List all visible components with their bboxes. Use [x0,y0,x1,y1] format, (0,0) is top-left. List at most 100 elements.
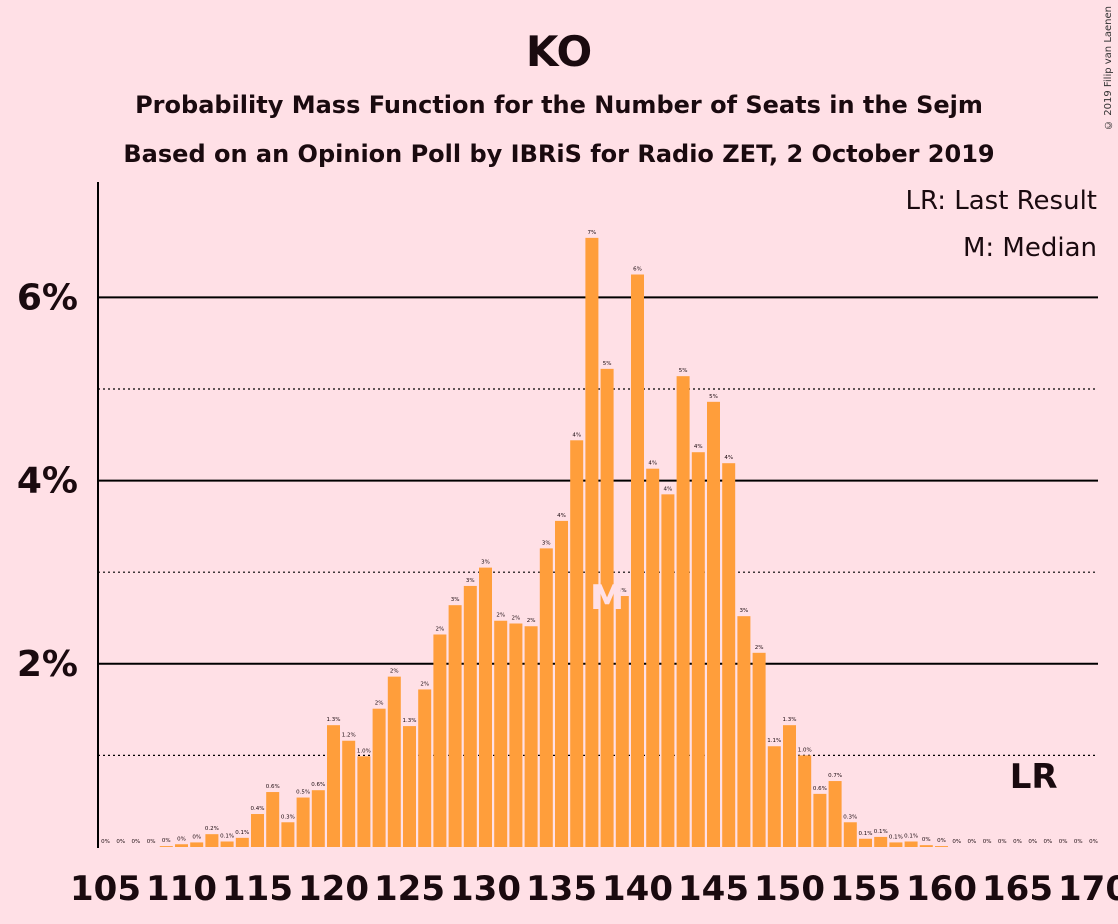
x-tick-label: 140 [602,869,673,909]
bar-label: 0% [968,839,977,845]
bar-label: 0.1% [220,834,234,840]
bar-label: 0.1% [889,834,903,840]
bar [494,620,508,847]
bar-label: 2% [375,701,384,707]
bar-label: 0% [1028,839,1037,845]
x-tick-label: 145 [678,869,749,909]
bar-label: 3% [481,560,490,566]
x-tick-label: 120 [298,869,369,909]
bar-label: 0% [132,839,141,845]
bar-label: 0% [1089,839,1098,845]
bar-label: 0% [192,834,201,840]
bar-label: 2% [755,645,764,651]
x-tick-label: 110 [146,869,217,909]
bar [403,726,416,847]
bar-label: 2% [436,626,445,632]
bar-label: 0% [922,837,931,843]
bar-label: 1.1% [767,738,781,744]
bar-label: 1.0% [798,747,812,753]
bar [919,845,933,847]
bar-label: 4% [648,461,657,467]
bar [646,468,660,847]
bar [676,376,690,847]
x-tick-label: 165 [982,869,1053,909]
chart-subtitle-2: Based on an Opinion Poll by IBRiS for Ra… [123,140,994,168]
bar [828,781,842,847]
bar [342,740,356,847]
bar-label: 0% [177,836,186,842]
bar [874,836,888,847]
bar-label: 0.6% [813,786,827,792]
chart-subtitle-1: Probability Mass Function for the Number… [135,91,983,119]
bar-label: 3% [542,540,551,546]
x-tick-label: 150 [754,869,825,909]
bar [357,756,371,847]
bar [798,755,812,847]
bar-label: 0.1% [904,834,918,840]
bar-label: 1.2% [342,733,356,739]
x-tick-label: 105 [70,869,141,909]
bar-label: 4% [664,486,673,492]
bar-label: 3% [451,597,460,603]
bar-label: 0% [983,839,992,845]
bar [783,725,796,847]
bar [843,822,857,847]
bar-label: 3% [618,588,627,594]
y-tick-labels: 2% 4% 6% [17,277,78,684]
x-tick-label: 135 [526,869,597,909]
last-result-marker: LR [1010,757,1058,797]
bar [479,567,492,847]
bar-label: 2% [527,618,536,624]
bar-label: 0% [1013,839,1022,845]
bar-label: 0% [147,839,156,845]
x-tick-label: 155 [830,869,901,909]
bar [767,746,781,847]
x-tick-label: 160 [906,869,977,909]
bar [281,822,295,847]
bar [889,842,903,847]
bar-label: 0.2% [205,826,219,832]
bar-label: 3% [466,578,475,584]
bar-label: 0% [101,839,110,845]
bar-label: 0.1% [235,830,249,836]
x-tick-label: 130 [450,869,521,909]
y-tick-label: 2% [17,644,78,685]
bar-label: 3% [740,608,749,614]
bar-label: 2% [512,615,521,621]
bar [296,797,310,847]
bar [448,605,462,847]
bar-label: 0% [998,839,1007,845]
legend-last-result: LR: Last Result [905,186,1097,216]
bars [159,237,948,848]
y-tick-label: 6% [17,277,78,318]
bar-label: 0.5% [296,790,310,796]
bar-label: 2% [496,613,505,619]
bar [585,237,599,848]
bar-label: 5% [679,368,688,374]
bar-label: 0.3% [843,814,857,820]
bar-label: 2% [420,681,429,687]
bar [707,401,720,847]
bar [904,841,918,847]
bar-label: 0.7% [828,773,842,779]
bar [190,842,204,847]
bar-label: 5% [709,394,718,400]
bar-label: 0% [162,838,171,844]
bar [175,844,188,847]
bar [463,585,477,847]
bar-label: 0.3% [281,814,295,820]
bar [691,452,705,847]
bar-label: 5% [603,361,612,367]
bar [615,596,629,847]
bar-label: 4% [572,432,581,438]
copyright-notice: © 2019 Filip van Laenen [1103,6,1114,130]
bar-label: 0.4% [251,806,265,812]
bar [935,846,948,847]
bar-label: 1.3% [327,717,341,723]
bar-label: 0% [1074,839,1083,845]
bar [387,676,401,847]
bar [524,626,538,847]
bar [159,846,173,847]
bar [737,616,751,847]
